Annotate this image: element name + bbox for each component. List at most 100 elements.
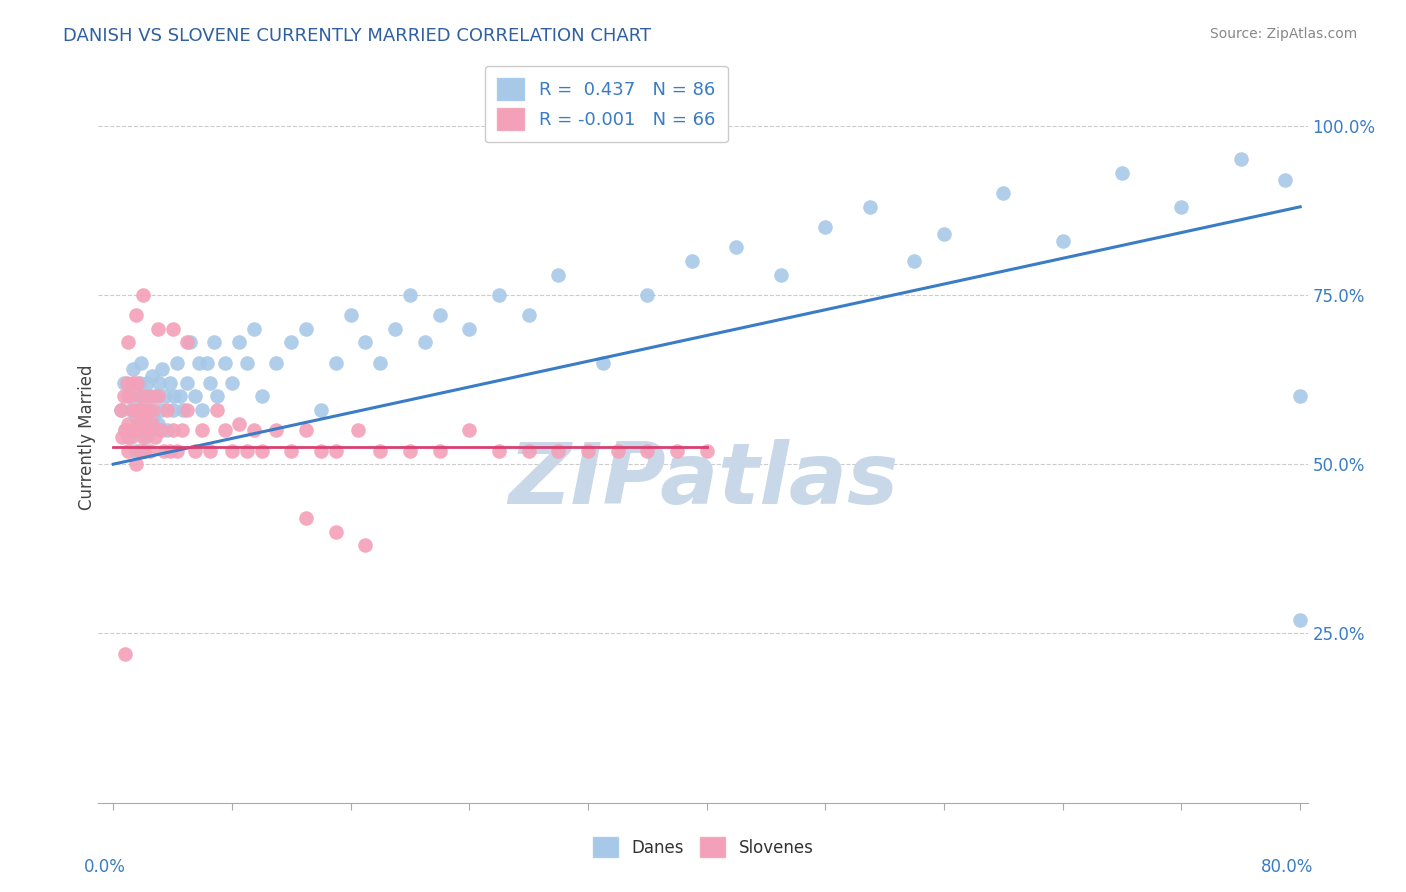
Point [993, 186, 1015, 201]
Point [932, 227, 955, 241]
Point [153, 389, 176, 403]
Point [117, 430, 139, 444]
Point [250, 443, 273, 458]
Point [295, 423, 318, 437]
Point [198, 443, 221, 458]
Point [135, 430, 157, 444]
Point [114, 423, 136, 437]
Point [114, 423, 136, 437]
Point [399, 288, 422, 302]
Point [280, 443, 302, 458]
Point [120, 430, 142, 444]
Point [458, 423, 481, 437]
Point [143, 430, 166, 444]
Point [146, 417, 169, 431]
Point [1111, 166, 1133, 180]
Point [112, 389, 135, 403]
Point [176, 335, 198, 350]
Point [159, 443, 181, 458]
Point [135, 409, 157, 424]
Point [205, 403, 228, 417]
Point [129, 443, 152, 458]
Point [152, 443, 174, 458]
Point [413, 335, 436, 350]
Point [134, 443, 156, 458]
Point [172, 403, 194, 417]
Point [169, 389, 191, 403]
Point [325, 355, 347, 369]
Point [488, 443, 510, 458]
Point [1170, 200, 1192, 214]
Y-axis label: Currently Married: Currently Married [79, 364, 96, 510]
Point [129, 403, 152, 417]
Point [681, 254, 703, 268]
Point [148, 376, 170, 390]
Point [162, 322, 184, 336]
Point [696, 443, 718, 458]
Point [236, 443, 259, 458]
Point [458, 322, 481, 336]
Point [368, 443, 391, 458]
Point [121, 376, 143, 390]
Point [354, 335, 377, 350]
Point [191, 423, 214, 437]
Point [143, 389, 166, 403]
Point [1230, 153, 1253, 167]
Point [111, 430, 134, 444]
Legend: Danes, Slovenes: Danes, Slovenes [586, 830, 820, 864]
Point [399, 443, 422, 458]
Point [606, 443, 628, 458]
Point [347, 423, 370, 437]
Text: ZIPatlas: ZIPatlas [508, 440, 898, 523]
Point [142, 409, 165, 424]
Point [228, 335, 250, 350]
Point [139, 443, 162, 458]
Point [131, 389, 153, 403]
Point [243, 322, 266, 336]
Point [132, 403, 155, 417]
Point [127, 417, 149, 431]
Point [132, 443, 155, 458]
Text: DANISH VS SLOVENE CURRENTLY MARRIED CORRELATION CHART: DANISH VS SLOVENE CURRENTLY MARRIED CORR… [63, 27, 651, 45]
Point [236, 355, 259, 369]
Point [228, 417, 250, 431]
Point [250, 389, 273, 403]
Point [149, 403, 172, 417]
Point [429, 443, 451, 458]
Point [138, 389, 160, 403]
Point [354, 538, 377, 552]
Point [134, 389, 156, 403]
Point [162, 403, 184, 417]
Point [339, 308, 361, 322]
Point [156, 423, 179, 437]
Point [295, 322, 318, 336]
Point [903, 254, 925, 268]
Point [125, 389, 148, 403]
Point [592, 355, 614, 369]
Point [149, 423, 172, 437]
Point [266, 355, 288, 369]
Point [202, 335, 225, 350]
Point [266, 423, 288, 437]
Point [488, 288, 510, 302]
Point [132, 430, 155, 444]
Point [176, 403, 198, 417]
Point [122, 423, 145, 437]
Text: 80.0%: 80.0% [1261, 858, 1313, 876]
Point [136, 376, 159, 390]
Point [146, 389, 169, 403]
Point [636, 288, 658, 302]
Point [120, 403, 142, 417]
Point [184, 443, 207, 458]
Point [139, 389, 162, 403]
Point [146, 322, 169, 336]
Point [129, 403, 152, 417]
Point [214, 423, 236, 437]
Point [309, 443, 332, 458]
Text: 0.0%: 0.0% [83, 858, 125, 876]
Point [166, 443, 188, 458]
Point [138, 403, 160, 417]
Point [547, 268, 569, 282]
Point [205, 389, 228, 403]
Point [221, 376, 243, 390]
